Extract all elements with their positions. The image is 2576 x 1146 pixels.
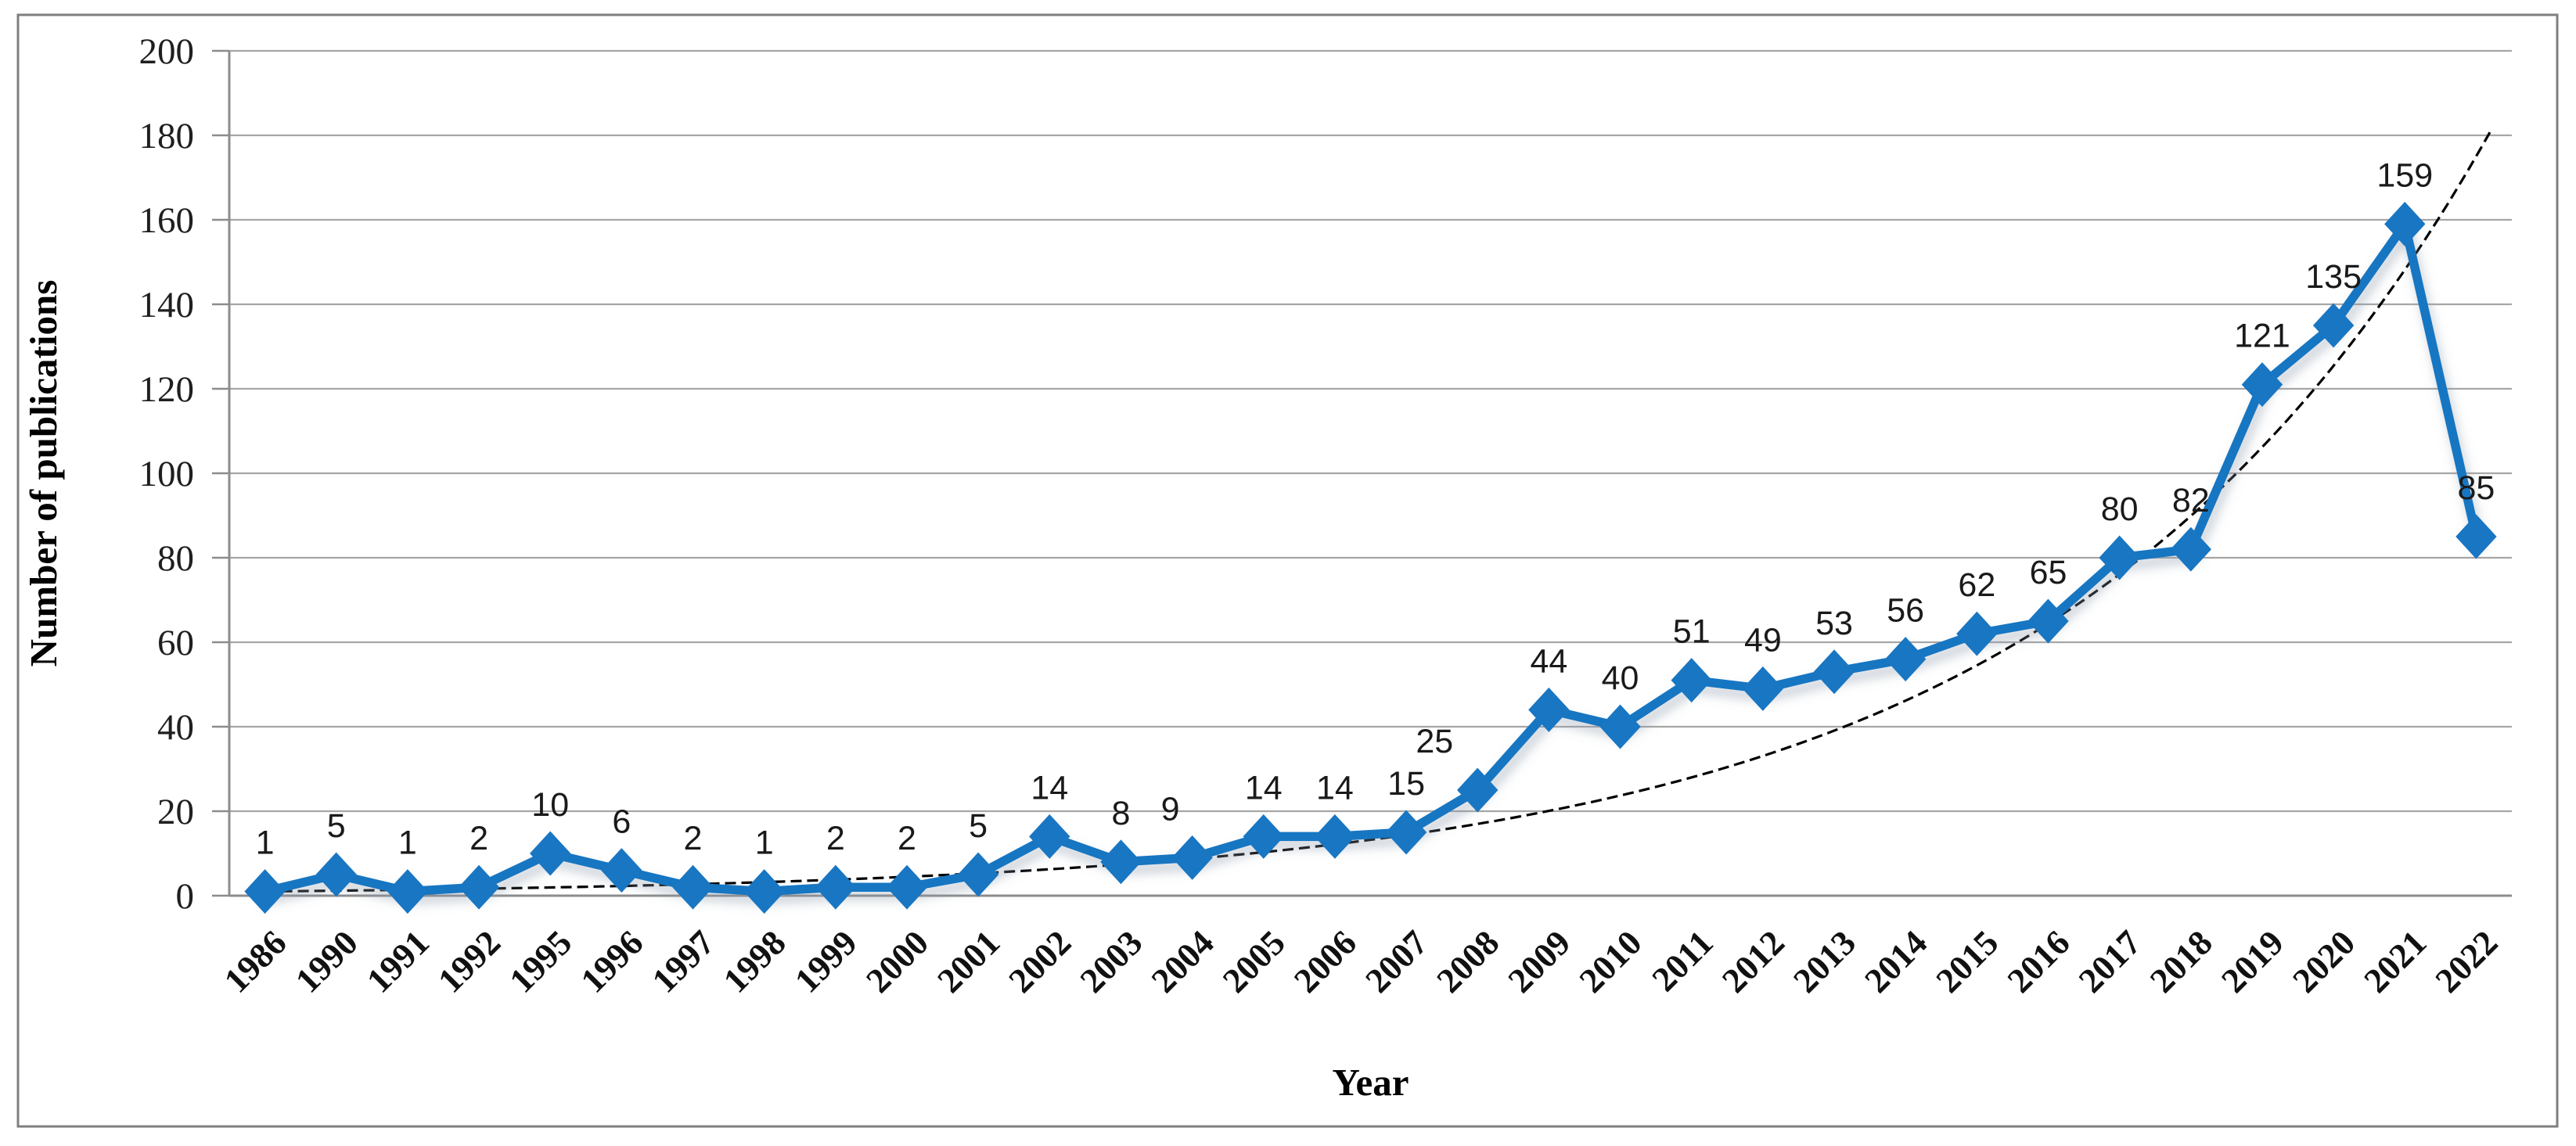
y-axis-tick-labels: 0 20 40 60 80 100 120 140 160 180 200	[139, 31, 195, 917]
data-point-label: 2	[898, 820, 916, 857]
data-point-label: 82	[2172, 482, 2210, 519]
data-point-label: 1	[398, 824, 417, 862]
data-point-label: 9	[1161, 790, 1180, 828]
y-axis-tick-label: 60	[157, 623, 194, 663]
data-point-marker	[2099, 535, 2140, 580]
data-point-label: 2	[826, 820, 845, 857]
data-point-label: 2	[470, 820, 488, 857]
y-axis-tick-label: 80	[157, 538, 194, 579]
data-point-label: 14	[1031, 769, 1068, 807]
data-point-label: 62	[1958, 566, 1995, 604]
data-point-marker	[1599, 704, 1641, 749]
y-axis-tick-label: 140	[139, 285, 195, 325]
data-point-marker	[1100, 839, 1142, 885]
data-point-label: 5	[327, 807, 346, 845]
data-point-marker	[530, 831, 571, 876]
data-point-label: 40	[1602, 659, 1639, 697]
data-point-marker	[2027, 598, 2069, 644]
data-point-marker	[601, 848, 642, 893]
y-axis-tick-label: 20	[157, 792, 194, 832]
data-point-marker	[1385, 810, 1427, 855]
data-point-label: 2	[684, 820, 703, 857]
data-point-marker	[886, 864, 928, 910]
data-point-label: 85	[2458, 469, 2495, 507]
data-point-marker	[244, 869, 286, 914]
y-axis-tick-label: 0	[176, 876, 195, 917]
data-point-marker	[957, 852, 999, 897]
data-point-marker	[1457, 767, 1498, 813]
y-axis-tick-label: 200	[139, 31, 195, 72]
x-axis-title: Year	[1333, 1061, 1409, 1104]
data-point-label: 6	[612, 803, 631, 841]
data-point-label: 1	[256, 824, 275, 862]
gridlines	[229, 49, 2512, 897]
data-point-label: 25	[1416, 723, 1453, 760]
data-point-label: 5	[969, 807, 988, 845]
data-point-marker	[815, 864, 857, 910]
data-point-marker	[458, 864, 500, 910]
marker-group	[244, 201, 2497, 914]
data-point-marker	[1742, 666, 1784, 711]
data-point-marker	[1171, 835, 1213, 880]
data-point-label: 56	[1887, 592, 1924, 630]
y-axis-tick-label: 40	[157, 707, 194, 748]
data-point-label: 53	[1815, 605, 1853, 642]
data-point-label: 8	[1111, 795, 1130, 832]
data-point-label: 1	[755, 824, 774, 862]
data-point-label: 121	[2234, 318, 2290, 355]
data-point-marker	[2241, 362, 2283, 408]
data-point-label: 14	[1316, 769, 1354, 807]
y-axis-tick-label: 180	[139, 116, 195, 156]
y-axis-tick-label: 100	[139, 454, 195, 494]
axes	[212, 49, 231, 897]
y-axis-tick-label: 160	[139, 200, 195, 241]
data-point-label: 44	[1530, 642, 1567, 680]
data-point-label: 159	[2376, 156, 2433, 194]
data-point-label: 135	[2305, 258, 2362, 296]
data-point-marker	[315, 852, 357, 897]
data-point-marker	[1813, 649, 1855, 695]
chart-border-frame	[16, 13, 2559, 1128]
data-point-marker	[2170, 526, 2211, 572]
data-point-marker	[672, 864, 714, 910]
data-point-label: 65	[2030, 554, 2067, 591]
data-point-marker	[2455, 514, 2497, 559]
y-axis-title: Number of publications	[22, 280, 65, 667]
data-point-marker	[743, 869, 785, 914]
data-point-label: 80	[2101, 490, 2139, 528]
data-point-marker	[387, 869, 429, 914]
data-point-marker	[1671, 658, 1712, 703]
data-point-label: 14	[1245, 769, 1283, 807]
data-point-marker	[1314, 814, 1356, 859]
data-point-marker	[1029, 814, 1070, 859]
data-point-label: 10	[531, 786, 569, 824]
data-point-marker	[1884, 637, 1927, 682]
data-point-marker	[2312, 303, 2355, 348]
data-point-marker	[1528, 687, 1570, 732]
data-point-marker	[1243, 814, 1284, 859]
y-axis-tick-label: 120	[139, 369, 195, 410]
data-point-label: 15	[1387, 765, 1425, 803]
data-point-label: 49	[1744, 621, 1782, 659]
data-point-label: 51	[1673, 613, 1711, 651]
data-point-marker	[2384, 201, 2426, 246]
data-point-marker	[1956, 611, 1998, 656]
